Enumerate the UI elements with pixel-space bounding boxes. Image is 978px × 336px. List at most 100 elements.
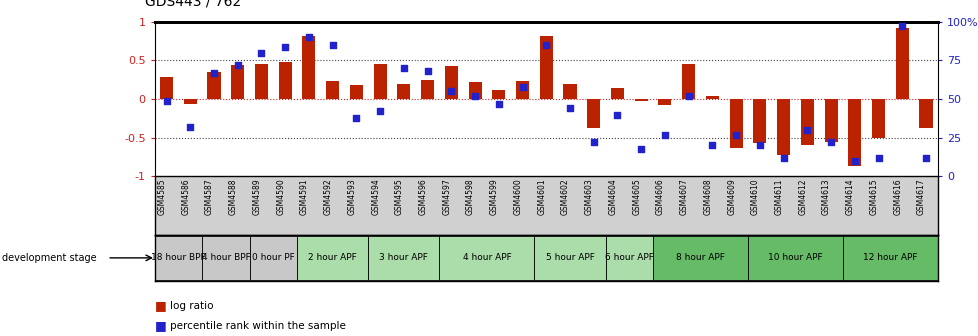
Bar	[349, 85, 363, 99]
Text: 5 hour APF: 5 hour APF	[545, 253, 594, 262]
Point	[751, 143, 767, 148]
Bar	[492, 90, 505, 99]
Text: GSM4588: GSM4588	[229, 178, 238, 215]
Bar	[159, 78, 173, 99]
Text: 2 hour APF: 2 hour APF	[308, 253, 357, 262]
Bar	[823, 99, 837, 142]
Point	[704, 143, 720, 148]
Text: GSM4594: GSM4594	[371, 178, 379, 215]
Bar	[847, 99, 861, 166]
Point	[253, 50, 269, 55]
Bar	[587, 99, 600, 128]
Text: GSM4613: GSM4613	[822, 178, 830, 215]
Text: GSM4606: GSM4606	[655, 178, 664, 215]
Point	[775, 155, 790, 161]
Text: ■: ■	[155, 299, 166, 312]
Point	[846, 158, 862, 164]
Bar	[682, 64, 694, 99]
Text: GSM4617: GSM4617	[916, 178, 925, 215]
Bar	[155, 236, 201, 280]
Text: GSM4597: GSM4597	[442, 178, 451, 215]
Bar	[296, 236, 368, 280]
Text: percentile rank within the sample: percentile rank within the sample	[170, 321, 346, 331]
Text: GSM4612: GSM4612	[797, 178, 807, 215]
Point	[443, 89, 459, 94]
Text: GSM4603: GSM4603	[584, 178, 593, 215]
Text: 12 hour APF: 12 hour APF	[863, 253, 916, 262]
Text: log ratio: log ratio	[170, 301, 213, 311]
Point	[301, 35, 317, 40]
Point	[420, 69, 435, 74]
Point	[158, 98, 174, 103]
Point	[799, 127, 815, 133]
Bar	[515, 81, 528, 99]
Point	[396, 66, 412, 71]
Point	[467, 93, 482, 99]
Point	[680, 93, 695, 99]
Bar	[842, 236, 937, 280]
Text: GSM4590: GSM4590	[276, 178, 285, 215]
Text: GSM4609: GSM4609	[727, 178, 735, 215]
Point	[514, 84, 530, 89]
Bar	[563, 84, 576, 99]
Bar	[534, 236, 605, 280]
Bar	[249, 236, 296, 280]
Text: 4 hour APF: 4 hour APF	[462, 253, 511, 262]
Text: GSM4614: GSM4614	[845, 178, 854, 215]
Bar	[397, 84, 410, 99]
Bar	[610, 88, 623, 99]
Point	[917, 155, 933, 161]
Point	[372, 109, 387, 114]
Text: GSM4595: GSM4595	[394, 178, 404, 215]
Text: GSM4598: GSM4598	[466, 178, 474, 215]
Bar	[605, 236, 652, 280]
Text: 3 hour APF: 3 hour APF	[379, 253, 428, 262]
Point	[822, 140, 838, 145]
Bar	[634, 99, 647, 101]
Point	[561, 106, 577, 111]
Bar	[895, 28, 908, 99]
Text: GDS443 / 762: GDS443 / 762	[145, 0, 241, 8]
Bar	[254, 64, 268, 99]
Bar	[777, 99, 789, 155]
Bar	[658, 99, 671, 105]
Text: GSM4605: GSM4605	[632, 178, 641, 215]
Text: GSM4616: GSM4616	[892, 178, 902, 215]
Bar	[652, 236, 747, 280]
Bar	[871, 99, 884, 138]
Text: GSM4611: GSM4611	[774, 178, 782, 215]
Bar	[279, 62, 291, 99]
Point	[277, 44, 292, 49]
Text: 10 hour APF: 10 hour APF	[768, 253, 822, 262]
Point	[206, 70, 222, 76]
Bar	[184, 99, 197, 104]
Text: GSM4610: GSM4610	[750, 178, 759, 215]
Text: GSM4615: GSM4615	[868, 178, 877, 215]
Point	[538, 42, 554, 48]
Text: GSM4596: GSM4596	[419, 178, 427, 215]
Bar	[729, 99, 742, 148]
Text: GSM4593: GSM4593	[347, 178, 356, 215]
Text: 18 hour BPF: 18 hour BPF	[151, 253, 205, 262]
Text: GSM4607: GSM4607	[679, 178, 688, 215]
Text: GSM4585: GSM4585	[157, 178, 166, 215]
Text: 4 hour BPF: 4 hour BPF	[201, 253, 250, 262]
Bar	[753, 99, 766, 143]
Bar	[201, 236, 249, 280]
Text: 0 hour PF: 0 hour PF	[251, 253, 294, 262]
Text: GSM4601: GSM4601	[537, 178, 546, 215]
Text: GSM4599: GSM4599	[489, 178, 499, 215]
Text: GSM4602: GSM4602	[560, 178, 569, 215]
Point	[609, 112, 625, 117]
Text: GSM4604: GSM4604	[608, 178, 617, 215]
Point	[869, 155, 885, 161]
Bar	[800, 99, 813, 145]
Point	[585, 140, 600, 145]
Point	[633, 146, 648, 151]
Text: GSM4589: GSM4589	[252, 178, 261, 215]
Point	[182, 124, 198, 130]
Text: GSM4586: GSM4586	[181, 178, 190, 215]
Bar	[374, 64, 386, 99]
Text: GSM4608: GSM4608	[703, 178, 712, 215]
Bar	[705, 96, 718, 99]
